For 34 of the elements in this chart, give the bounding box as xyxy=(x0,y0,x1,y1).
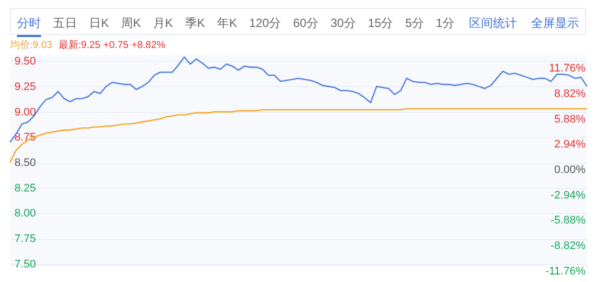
y2-tick-label: -11.76% xyxy=(545,265,586,278)
text: 最新:9.25 +0.75 +8.82% xyxy=(58,40,166,51)
y2-tick-label: 5.88% xyxy=(554,113,586,126)
y2-tick-label: 8.82% xyxy=(554,88,586,100)
text: 15分 xyxy=(368,15,394,32)
y2-tick-label: 11.76% xyxy=(549,62,586,75)
text: 120分 xyxy=(249,15,282,32)
y2-tick-label: -8.82% xyxy=(550,240,586,252)
text: 分时 xyxy=(17,15,41,37)
y2-tick-label: 2.94% xyxy=(554,138,586,151)
y-tick-label: 8.00 xyxy=(14,208,36,220)
text: 五日 xyxy=(53,15,77,32)
text: 区间统计 xyxy=(469,15,517,32)
text: 30分 xyxy=(330,15,356,32)
y-tick-label: 9.00 xyxy=(14,106,36,118)
text: 1分 xyxy=(436,15,455,32)
text: 季K xyxy=(185,15,206,32)
y-tick-label: 9.25 xyxy=(14,80,36,93)
y-tick-label: 7.75 xyxy=(14,233,36,246)
y2-tick-label: 0.00% xyxy=(554,164,586,176)
text: 60分 xyxy=(293,15,318,32)
y2-tick-label: -2.94% xyxy=(550,189,586,202)
text: 5分 xyxy=(405,15,424,32)
y-tick-label: 8.25 xyxy=(14,182,36,194)
text: 月K xyxy=(153,15,174,32)
text: 均价:9.03 xyxy=(10,40,52,51)
text: 全屏显示 xyxy=(531,15,579,32)
text: 日K xyxy=(89,15,110,32)
y2-tick-label: -5.88% xyxy=(550,214,586,227)
text: 年K xyxy=(217,15,238,32)
y-tick-label: 7.50 xyxy=(14,258,36,270)
y-tick-label: 8.50 xyxy=(14,157,36,170)
y-tick-label: 9.50 xyxy=(14,56,36,68)
text: 周K xyxy=(121,15,142,32)
